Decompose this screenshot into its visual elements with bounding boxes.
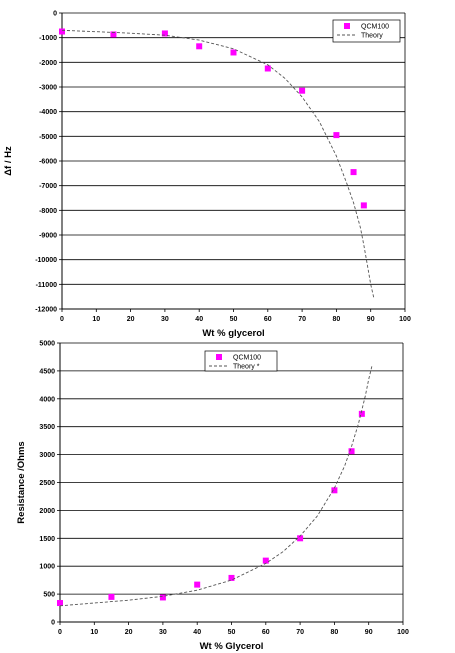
data-point xyxy=(350,169,357,176)
y-tick-label: -9000 xyxy=(39,233,57,240)
x-tick-label: 60 xyxy=(264,316,272,323)
legend-label: Theory * xyxy=(233,364,260,371)
y-tick-label: 0 xyxy=(51,620,55,627)
x-tick-label: 90 xyxy=(365,629,373,636)
chart-1: 0 -1000 -2000 -3000 -4000 -5000 -6000 -7000 -800… xyxy=(3,11,411,340)
legend-label: Theory xyxy=(361,33,383,40)
x-axis-label: Wt % Glycerol xyxy=(200,641,264,652)
x-tick-label: 50 xyxy=(230,316,238,323)
y-tick-label: -8000 xyxy=(39,208,57,215)
data-point xyxy=(194,581,201,588)
y-tick-label: 5000 xyxy=(39,341,55,348)
data-point xyxy=(333,132,340,139)
y-axis-label: Δf / Hz xyxy=(3,146,14,176)
chart-2: 0500100015002000250030003500400045005000… xyxy=(16,341,409,653)
x-tick-label: 40 xyxy=(193,629,201,636)
x-tick-label: 30 xyxy=(161,316,169,323)
data-point xyxy=(57,600,63,607)
data-point xyxy=(159,594,166,601)
y-tick-label: 0 xyxy=(53,11,57,18)
legend-marker-swatch xyxy=(216,354,222,360)
y-tick-label: 1000 xyxy=(39,564,55,571)
x-tick-label: 0 xyxy=(60,316,64,323)
y-tick-label: 1500 xyxy=(39,536,55,543)
x-tick-label: 90 xyxy=(367,316,375,323)
data-point xyxy=(228,574,235,581)
x-tick-label: 100 xyxy=(397,629,409,636)
legend-label: QCM100 xyxy=(361,24,389,31)
data-point xyxy=(264,65,271,72)
y-tick-label: -2000 xyxy=(39,60,57,67)
data-point xyxy=(262,557,269,564)
x-tick-label: 50 xyxy=(228,629,236,636)
data-point xyxy=(358,410,365,417)
data-point xyxy=(348,448,355,455)
y-tick-label: -4000 xyxy=(39,109,57,116)
y-tick-label: 4000 xyxy=(39,396,55,403)
x-tick-label: 80 xyxy=(333,316,341,323)
legend-label: QCM100 xyxy=(233,355,261,362)
data-point xyxy=(331,487,338,494)
x-tick-label: 40 xyxy=(195,316,203,323)
y-tick-label: 2500 xyxy=(39,480,55,487)
legend: QCM100 Theory * xyxy=(204,350,278,372)
y-tick-label: 3500 xyxy=(39,424,55,431)
legend-box xyxy=(204,350,278,372)
y-tick-label: -7000 xyxy=(39,183,57,190)
y-tick-label: -11000 xyxy=(36,282,58,289)
data-point xyxy=(108,593,115,600)
theory-curve xyxy=(59,365,373,607)
data-point xyxy=(230,49,237,56)
x-tick-label: 0 xyxy=(58,629,62,636)
y-tick-label: -1000 xyxy=(39,35,57,42)
x-tick-label: 30 xyxy=(159,629,167,636)
data-point xyxy=(196,43,203,50)
data-point xyxy=(161,30,168,37)
x-tick-label: 70 xyxy=(296,629,304,636)
y-tick-label: 4500 xyxy=(39,368,55,375)
legend: QCM100 Theory xyxy=(332,19,401,43)
y-tick-label: 2000 xyxy=(39,508,55,515)
x-tick-label: 20 xyxy=(127,316,135,323)
data-point xyxy=(360,202,367,209)
x-tick-label: 70 xyxy=(298,316,306,323)
data-point xyxy=(59,28,65,35)
x-tick-label: 10 xyxy=(92,316,100,323)
y-tick-label: -5000 xyxy=(39,134,57,141)
y-tick-label: -10000 xyxy=(35,257,57,264)
y-tick-label: 3000 xyxy=(39,452,55,459)
x-tick-label: 20 xyxy=(125,629,133,636)
data-point xyxy=(110,31,117,38)
legend-marker-swatch xyxy=(344,23,350,29)
x-axis-label: Wt % glycerol xyxy=(202,328,264,339)
y-tick-label: -6000 xyxy=(39,159,57,166)
data-point xyxy=(297,535,304,542)
x-tick-label: 60 xyxy=(262,629,270,636)
data-point xyxy=(299,87,306,94)
x-tick-label: 80 xyxy=(331,629,339,636)
y-tick-label: -3000 xyxy=(39,85,57,92)
y-tick-label: -12000 xyxy=(35,307,57,314)
x-tick-label: 100 xyxy=(399,316,411,323)
y-axis-label: Resistance /Ohms xyxy=(16,441,27,523)
y-tick-label: 500 xyxy=(43,592,55,599)
theory-curve xyxy=(61,29,375,300)
x-tick-label: 10 xyxy=(90,629,98,636)
